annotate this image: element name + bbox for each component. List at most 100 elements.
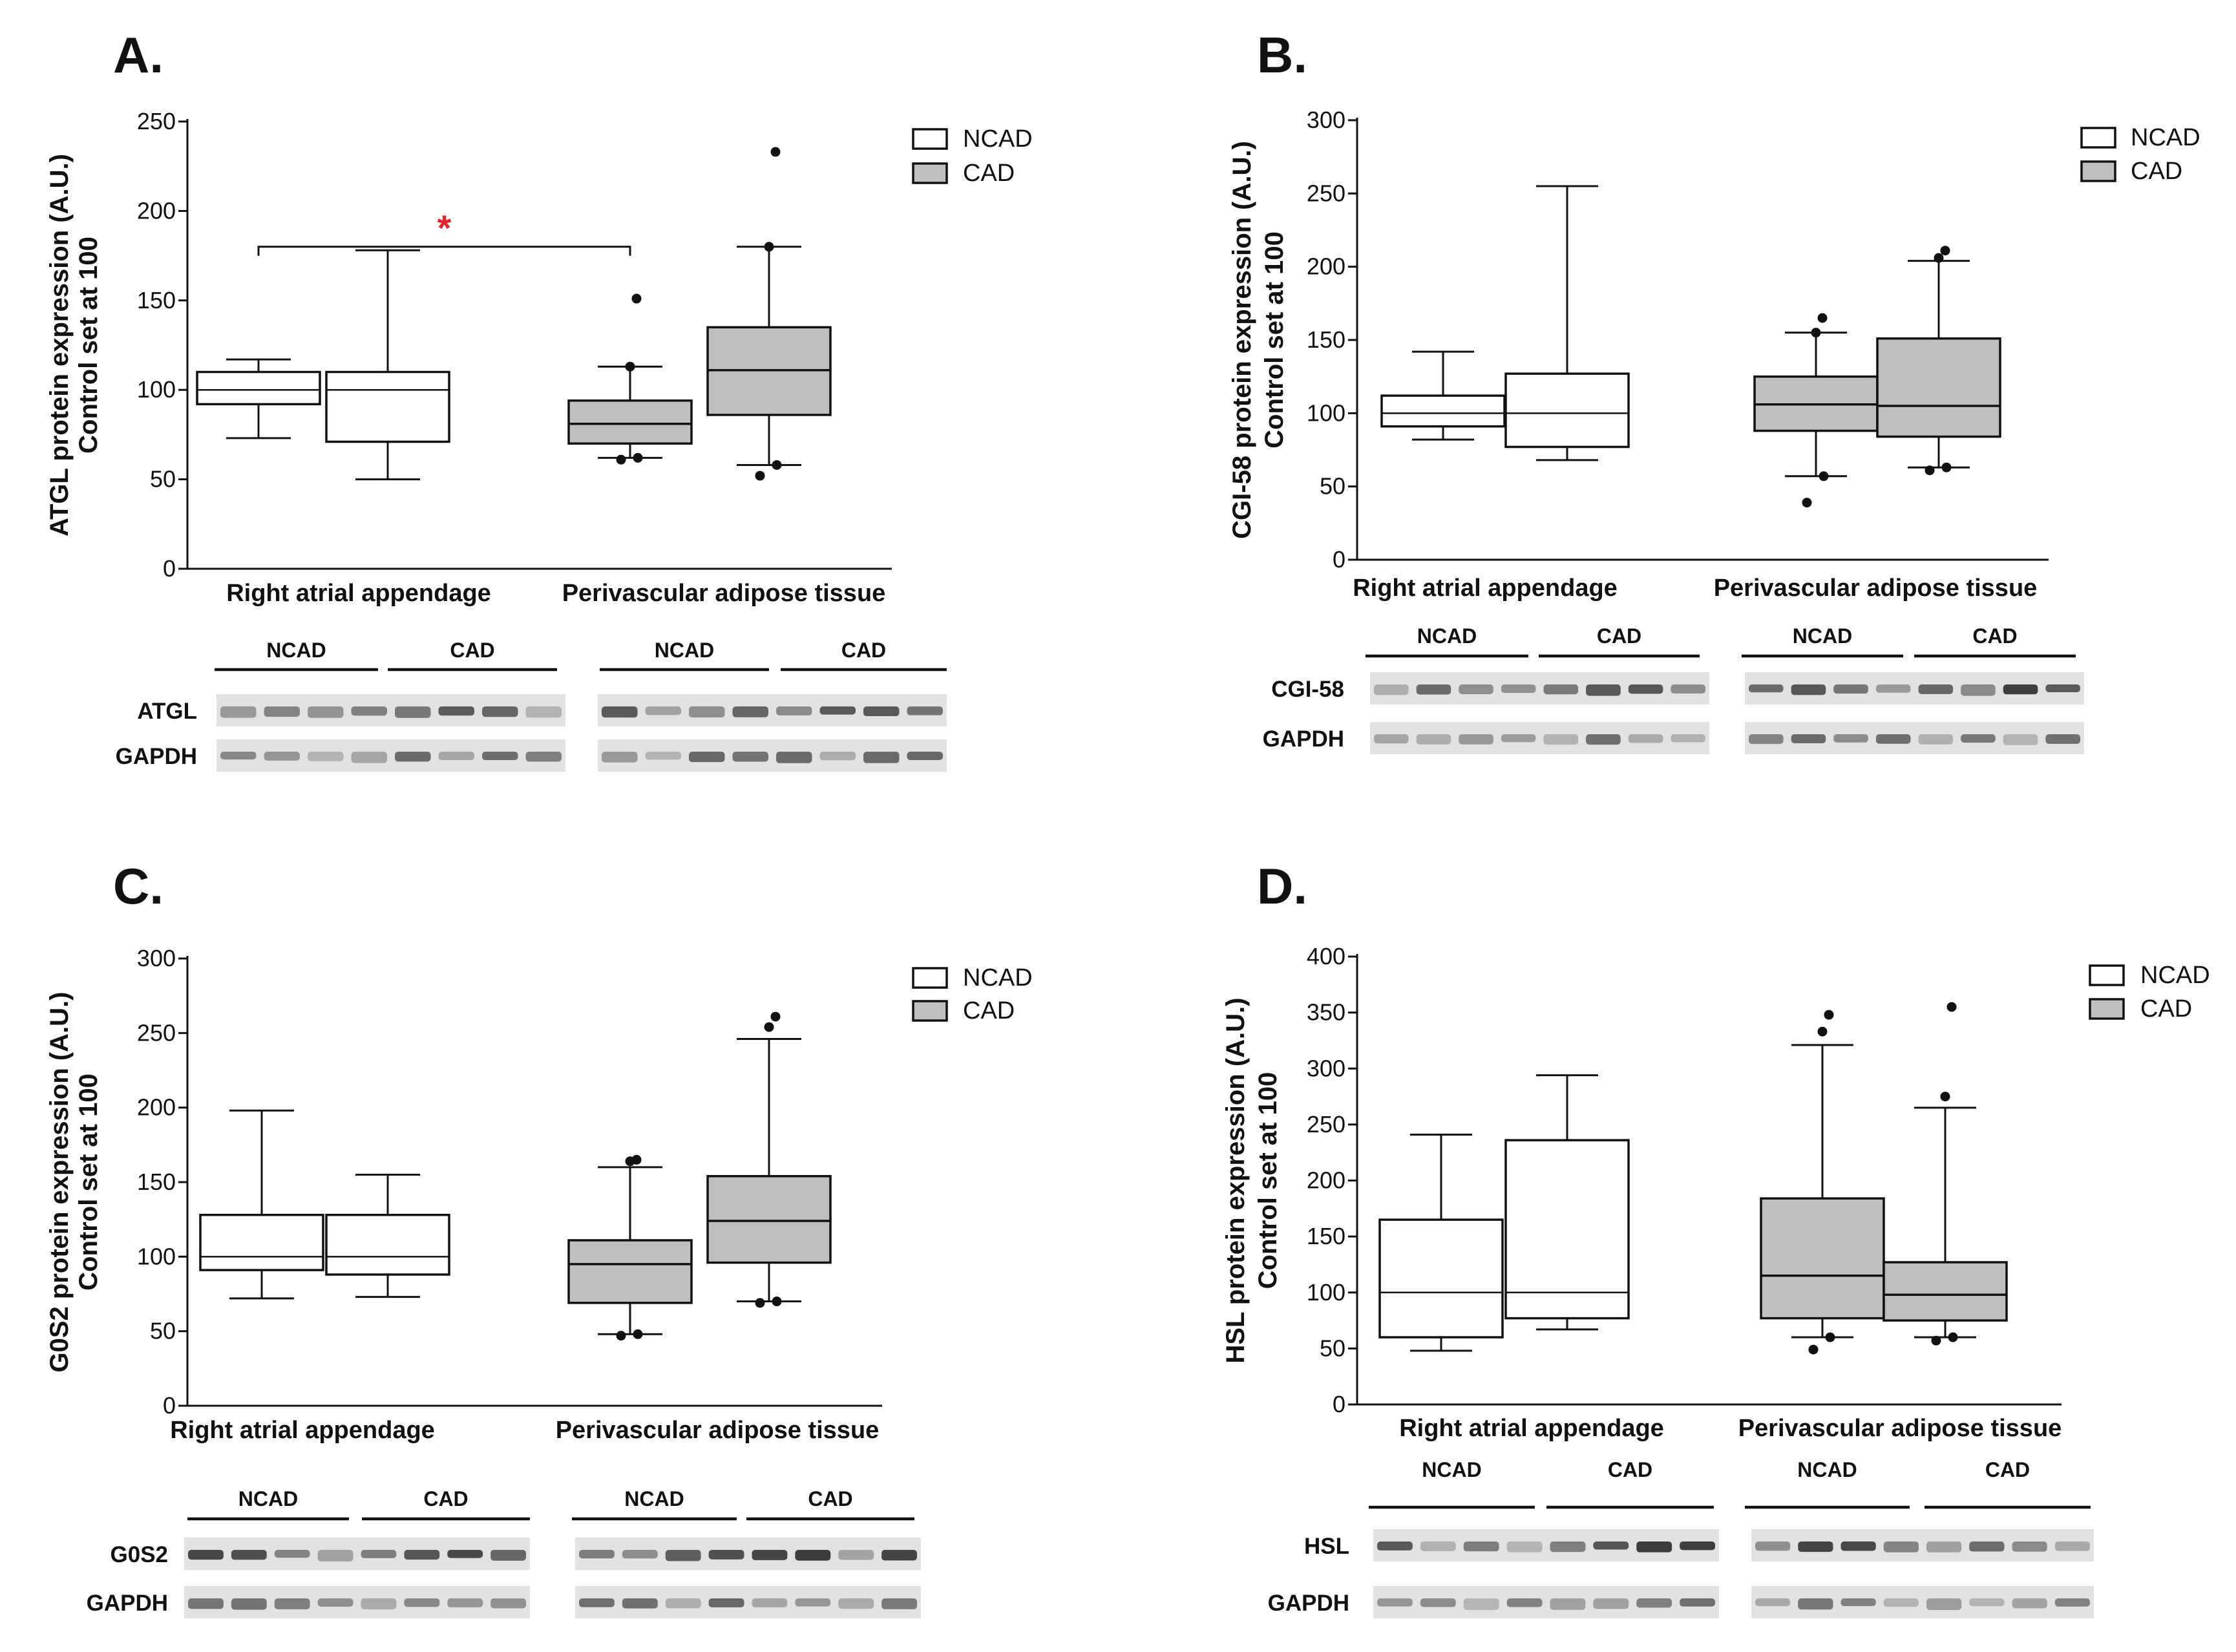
blot-band xyxy=(881,1550,917,1561)
blot-strip xyxy=(1373,1586,1719,1618)
blot-group-label: NCAD xyxy=(266,639,326,662)
blot-band xyxy=(1798,1541,1833,1552)
box-iqr xyxy=(706,1175,832,1264)
outlier-point xyxy=(1817,1026,1828,1037)
blot-band xyxy=(1628,684,1663,694)
blot-band xyxy=(220,752,257,760)
blot-group-label: CAD xyxy=(1608,1458,1652,1481)
blot-band xyxy=(2045,734,2080,744)
box-iqr xyxy=(567,399,693,445)
blot-band xyxy=(1791,734,1826,744)
box-cad-0 xyxy=(1753,313,1879,508)
blot-band xyxy=(1506,1541,1543,1552)
blot-strip xyxy=(1373,1529,1719,1562)
y-tick-label: 350 xyxy=(1307,999,1345,1026)
legend-label: NCAD xyxy=(2140,962,2210,989)
y-tick-label: 150 xyxy=(1307,326,1345,353)
blot-strip xyxy=(184,1586,530,1618)
blot-strip xyxy=(1370,722,1709,754)
legend-label: NCAD xyxy=(963,125,1033,153)
blot-band xyxy=(708,1550,744,1560)
blot-band xyxy=(482,706,518,717)
legend-swatch-ncad xyxy=(2080,127,2116,149)
box-cad-0 xyxy=(567,293,693,465)
blot-band xyxy=(732,752,768,762)
blot-band xyxy=(1833,734,1868,743)
blot-band xyxy=(490,1550,526,1561)
blot-group-label: CAD xyxy=(841,639,886,662)
outlier-point xyxy=(1817,313,1828,323)
outlier-point xyxy=(764,1022,774,1032)
y-tick-label: 150 xyxy=(137,287,176,313)
legend-swatch-ncad xyxy=(912,967,948,989)
blot-band xyxy=(490,1598,526,1609)
box-ncad-0 xyxy=(1378,1133,1504,1352)
outlier-point xyxy=(772,460,782,470)
blot-band xyxy=(404,1598,440,1607)
blot-band xyxy=(1671,684,1705,694)
y-tick-label: 250 xyxy=(1307,1111,1345,1138)
box-iqr xyxy=(1504,1139,1630,1320)
blot-band xyxy=(1586,684,1621,696)
blot-band xyxy=(1593,1541,1629,1550)
panel-label: B. xyxy=(1257,26,1307,83)
blot-band xyxy=(2012,1541,2047,1552)
panel-d: D. 0 50 100 150 200 250 300 350 400 HSL protein ex… xyxy=(1221,858,2210,1618)
blot-band xyxy=(1636,1541,1672,1552)
outlier-point xyxy=(631,1154,642,1165)
blot-band xyxy=(622,1598,658,1609)
blot-band xyxy=(1833,684,1868,694)
y-tick-label: 100 xyxy=(137,1243,176,1269)
outlier-point xyxy=(1931,1335,1941,1346)
y-tick-label: 100 xyxy=(1307,399,1345,426)
blot-group-label: NCAD xyxy=(1797,1458,1857,1481)
x-category-label: Right atrial appendage xyxy=(1353,575,1618,602)
y-axis-subtitle: Control set at 100 xyxy=(74,1074,103,1291)
outlier-point xyxy=(1802,498,1812,508)
blot-band xyxy=(1969,1598,2005,1607)
blot-band xyxy=(1798,1598,1833,1610)
box-cad-1 xyxy=(706,147,832,481)
outlier-point xyxy=(631,293,642,304)
box-iqr xyxy=(1883,1261,2008,1322)
blot-band xyxy=(689,706,725,718)
blot-band xyxy=(907,706,943,715)
box-ncad-1 xyxy=(1504,1074,1630,1331)
blot-band xyxy=(1463,1541,1499,1552)
blot-band xyxy=(447,1598,483,1607)
x-category-label: Perivascular adipose tissue xyxy=(556,1417,880,1444)
blot-band xyxy=(1926,1598,1962,1610)
blot-row-label: GAPDH xyxy=(1263,726,1344,752)
blot-band xyxy=(579,1598,615,1607)
blot-band xyxy=(1377,1598,1413,1607)
blot-strip xyxy=(598,694,947,726)
blot-band xyxy=(776,706,812,715)
box-ncad-0 xyxy=(1380,350,1506,441)
outlier-point xyxy=(1946,1002,1957,1012)
legend-swatch-cad xyxy=(2080,160,2116,182)
blot-band xyxy=(1420,1598,1456,1607)
blot-group-label: NCAD xyxy=(1417,624,1477,648)
box-ncad-1 xyxy=(325,249,450,481)
blot-group-label: NCAD xyxy=(1422,1458,1481,1481)
panel-label: D. xyxy=(1257,858,1307,915)
blot-band xyxy=(819,752,856,761)
blot-band xyxy=(1506,1598,1543,1607)
box-iqr xyxy=(567,1239,693,1304)
blot-band xyxy=(881,1598,917,1609)
outlier-point xyxy=(1824,1010,1834,1020)
blot-strip xyxy=(575,1538,921,1570)
y-tick-label: 50 xyxy=(150,466,176,492)
y-tick-label: 200 xyxy=(1307,1167,1345,1194)
blot-band xyxy=(404,1550,440,1560)
blot-band xyxy=(274,1598,310,1609)
blot-band xyxy=(264,706,300,717)
blot-band xyxy=(1586,734,1621,745)
outlier-point xyxy=(755,1298,765,1308)
outlier-point xyxy=(770,1011,781,1022)
y-tick-label: 300 xyxy=(1307,1055,1345,1081)
y-tick-label: 150 xyxy=(137,1169,176,1195)
blot-band xyxy=(838,1598,874,1609)
blot-band xyxy=(1883,1541,1919,1552)
